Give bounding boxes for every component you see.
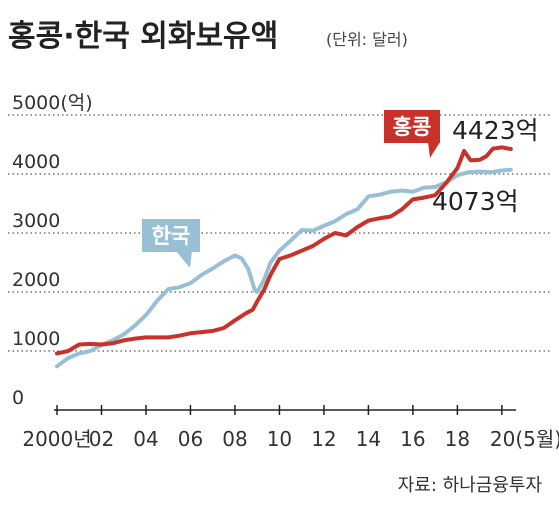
series-lines: [55, 145, 513, 369]
tag-pointer: [176, 251, 192, 268]
x-tick-label: 2000년: [22, 427, 91, 451]
unit-note: (단위: 달러): [326, 30, 408, 49]
series-tag-hongkong: 홍콩: [384, 110, 440, 158]
tag-pointer: [428, 142, 440, 158]
end-value-hongkong: 4423억: [452, 116, 539, 145]
x-tick-label: 06: [178, 427, 203, 451]
tag-box: [384, 110, 440, 143]
series-name-korea: 한국: [152, 224, 191, 248]
end-value-korea: 4073억: [432, 187, 519, 216]
x-tick-label: 20(5월): [490, 427, 559, 451]
series-line-korea: [55, 167, 513, 369]
x-tick-label: 10: [267, 427, 292, 451]
series-name-hongkong: 홍콩: [393, 115, 432, 139]
series-tag-korea: 한국: [142, 219, 200, 268]
y-tick-label: 1000: [12, 328, 60, 350]
y-tick-label: 5000(억): [12, 92, 93, 114]
source-note: 자료: 하나금융투자: [398, 475, 543, 496]
x-tick-label: 08: [222, 427, 247, 451]
y-tick-label: 2000: [12, 269, 60, 291]
y-axis: 0 1000 2000 3000 4000 5000(억): [12, 92, 93, 409]
x-tick-label: 04: [133, 427, 158, 451]
x-tick-label: 16: [400, 427, 425, 451]
gridlines: [8, 114, 550, 352]
x-tick-label: 18: [445, 427, 470, 451]
y-tick-label: 3000: [12, 210, 60, 232]
tag-box: [142, 219, 200, 252]
chart-title: 홍콩·한국 외화보유액: [8, 19, 278, 54]
y-tick-label: 4000: [12, 151, 60, 173]
y-tick-label: 0: [12, 387, 24, 409]
x-tick-label: 12: [311, 427, 336, 451]
x-tick-label: 14: [356, 427, 381, 451]
series-line-hongkong: [55, 145, 513, 356]
x-tick-label: 02: [89, 427, 114, 451]
